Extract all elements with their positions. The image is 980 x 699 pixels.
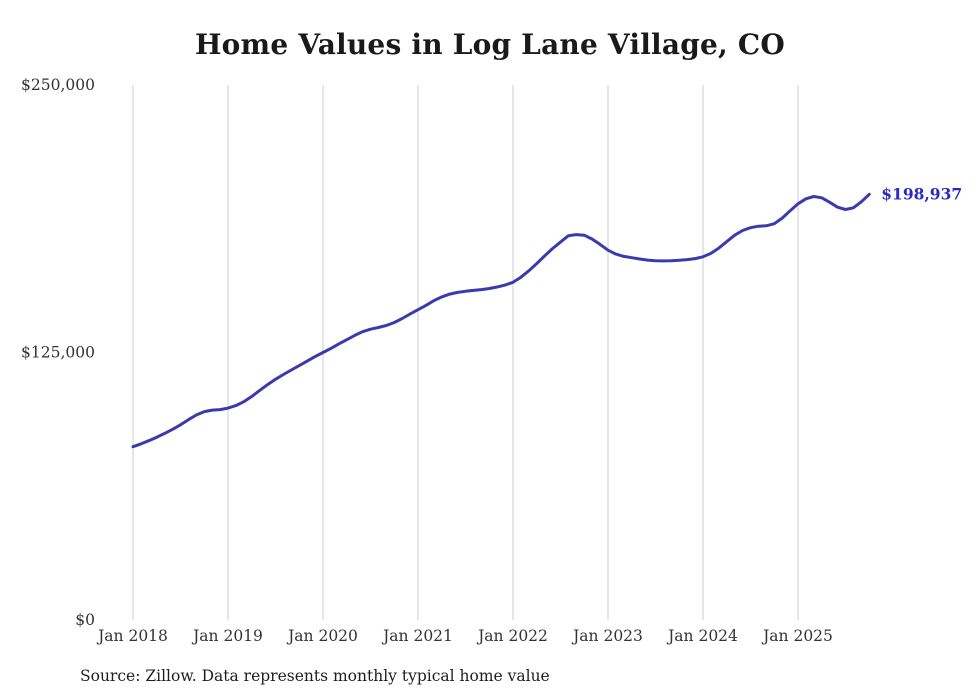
x-tick-label: Jan 2021 [381,627,453,645]
chart-title: Home Values in Log Lane Village, CO [195,28,785,61]
x-tick-label: Jan 2023 [571,627,643,645]
x-tick-label: Jan 2022 [476,627,548,645]
x-tick-label: Jan 2025 [761,627,833,645]
source-note: Source: Zillow. Data represents monthly … [80,667,550,685]
x-tick-label: Jan 2019 [191,627,263,645]
end-value-label: $198,937 [881,184,962,203]
x-tick-label: Jan 2024 [666,627,738,645]
x-tick-label: Jan 2020 [286,627,358,645]
home-value-line [131,192,871,449]
x-tick-label: Jan 2018 [96,627,168,645]
y-tick-label: $125,000 [21,344,95,362]
y-tick-label: $0 [75,611,95,629]
y-tick-label: $250,000 [21,76,95,94]
